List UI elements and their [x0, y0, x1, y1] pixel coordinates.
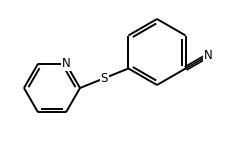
Text: N: N	[62, 57, 70, 70]
Text: S: S	[100, 72, 108, 85]
Text: N: N	[204, 49, 213, 62]
